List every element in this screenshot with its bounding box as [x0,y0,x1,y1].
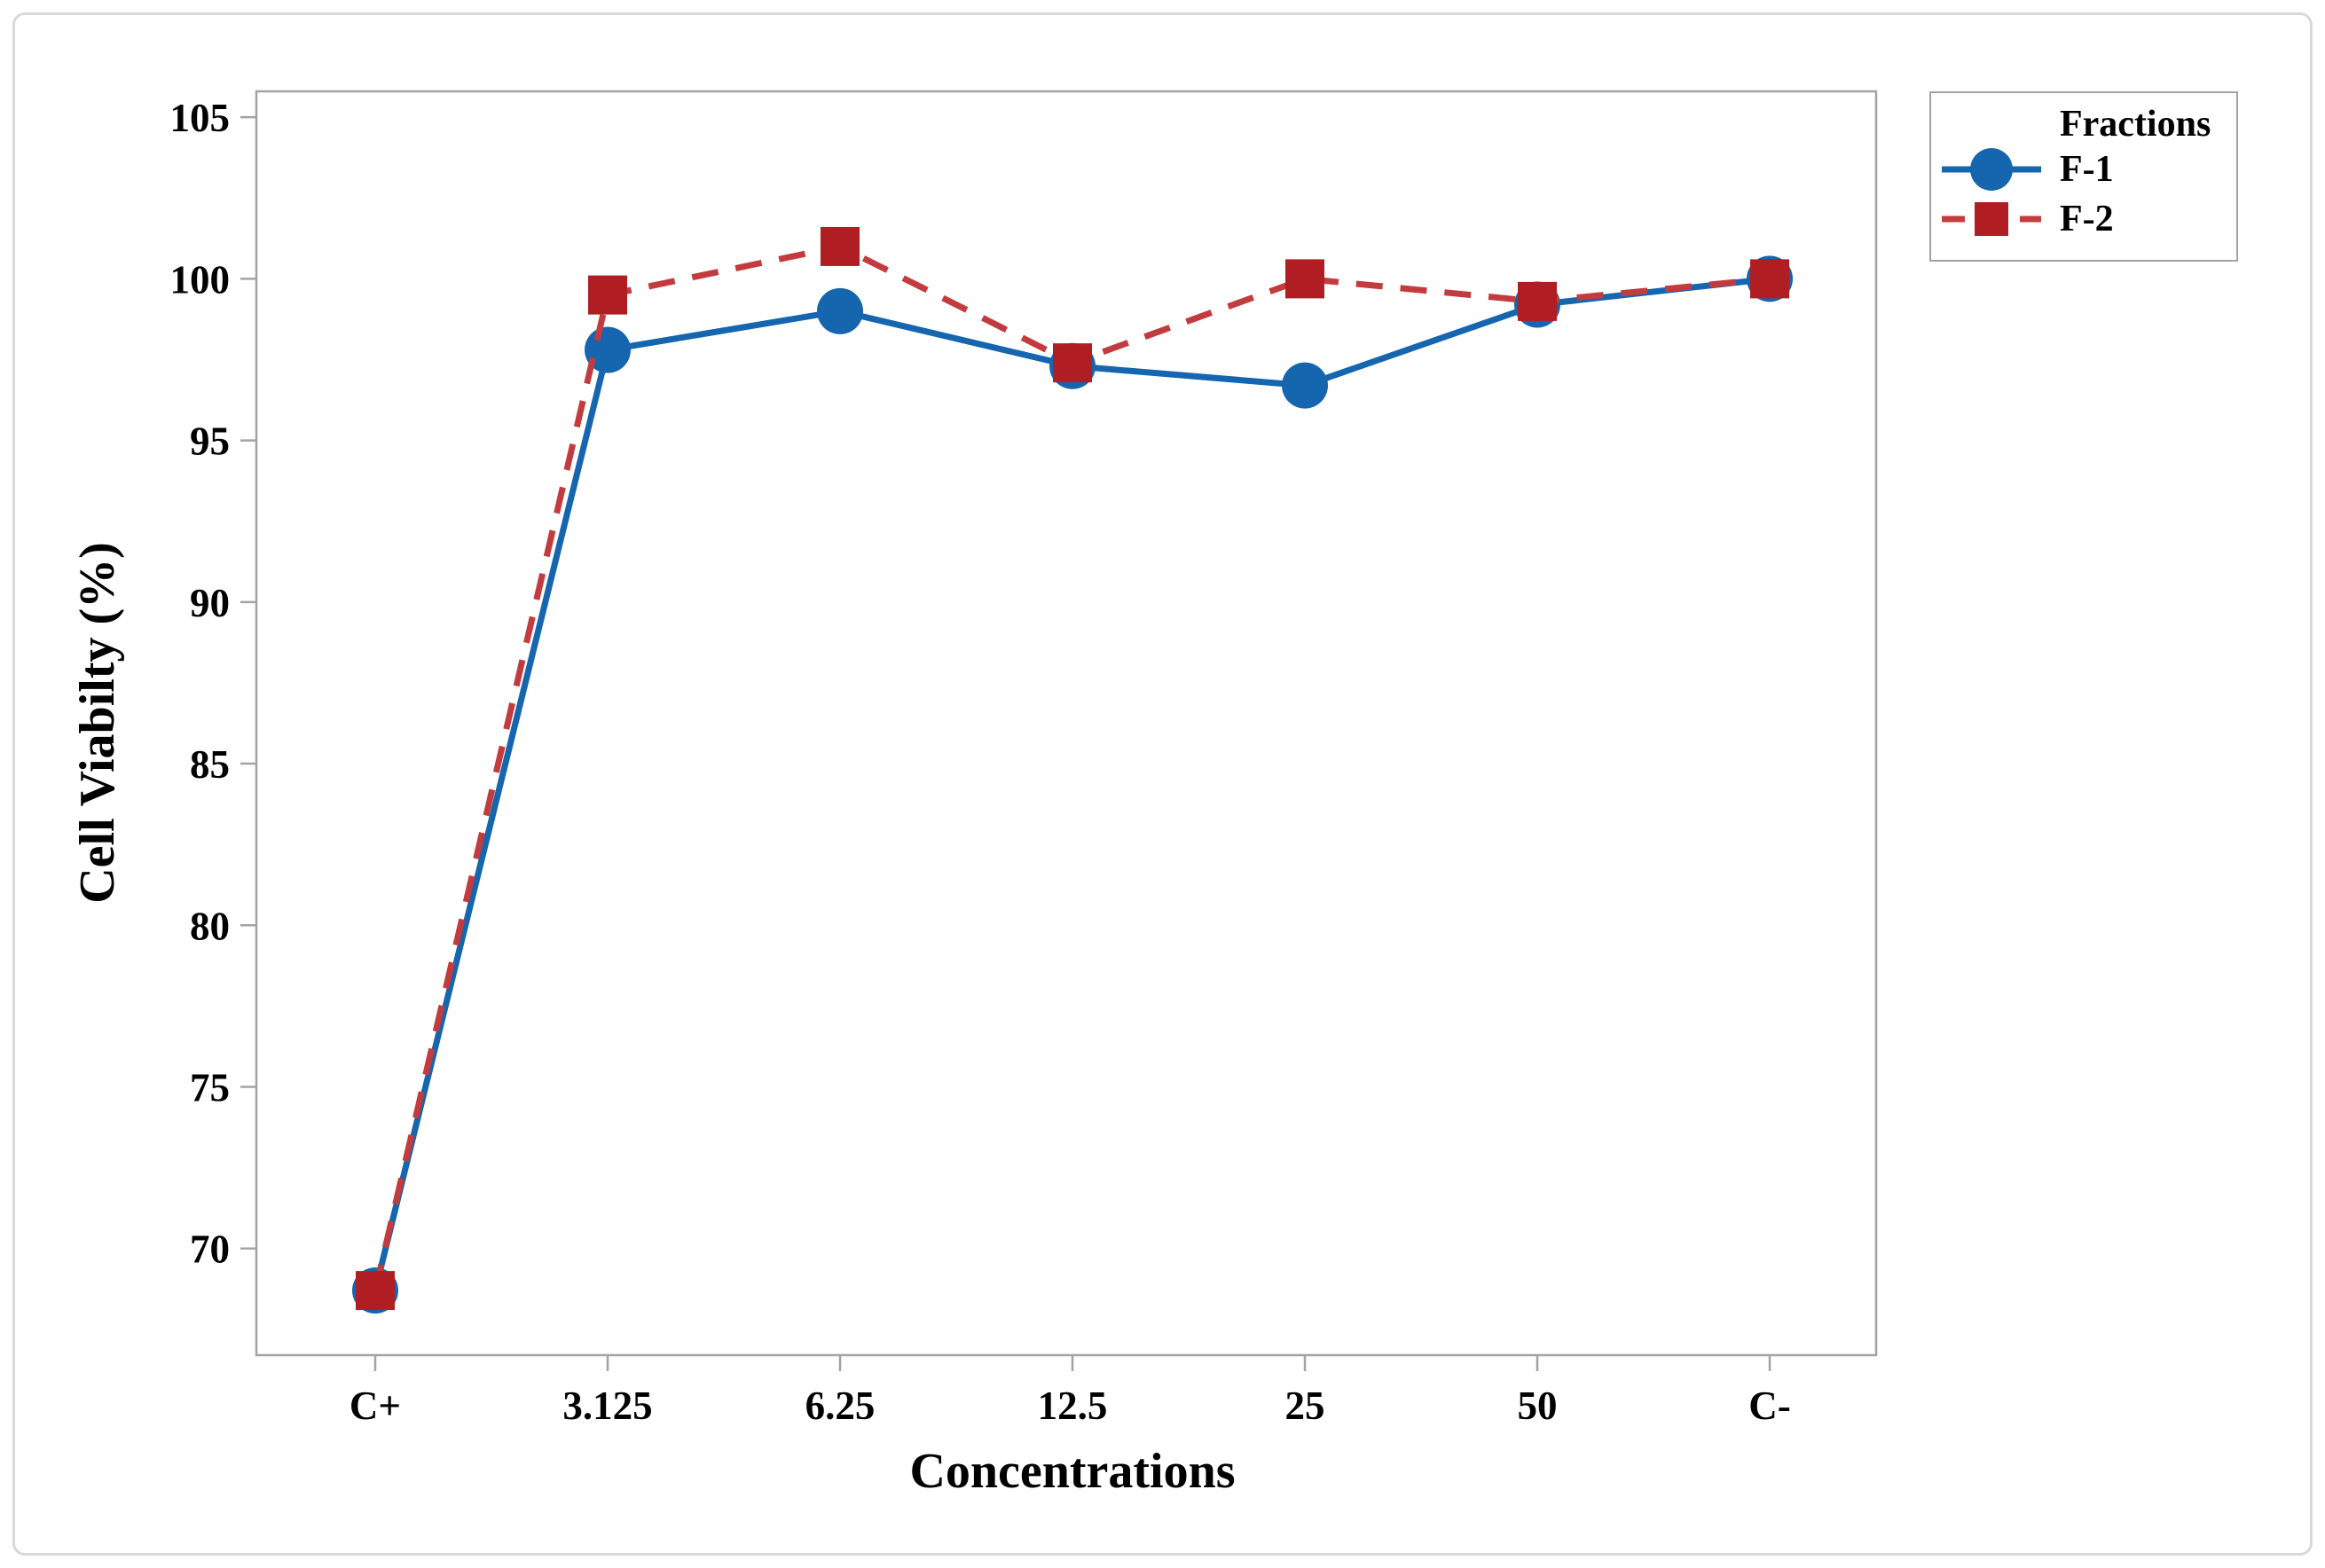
point-F-2-25 [1285,259,1324,299]
y-tick-label-70: 70 [190,1227,230,1272]
legend-title: Fractions [2060,104,2211,145]
point-F-2-12.5 [1053,343,1092,383]
y-tick-label-105: 105 [170,96,231,140]
plot-frame [255,90,1878,1357]
y-tick-label-80: 80 [190,904,230,948]
legend: Fractions F-1 F-2 [1929,91,2238,262]
x-tick-label-50: 50 [1518,1384,1558,1428]
x-tick-label-25: 25 [1285,1384,1325,1428]
x-tick-label-C-: C- [1748,1384,1790,1428]
point-F-1-6.25 [817,287,863,334]
x-tick-label-6.25: 6.25 [805,1384,876,1428]
point-F-1-25 [1282,362,1328,409]
y-tick-label-85: 85 [190,742,230,787]
y-tick-label-100: 100 [170,257,231,302]
legend-item-f1: F-1 [1931,145,2236,194]
point-F-2-3.125 [588,275,627,315]
y-tick-label-95: 95 [190,419,230,464]
legend-circle-marker-icon [1970,148,2013,191]
point-F-2-C+ [356,1271,395,1311]
point-F-2-6.25 [821,226,860,266]
y-tick-label-75: 75 [190,1066,230,1110]
point-F-2-50 [1518,281,1557,321]
legend-swatch-f1 [1942,148,2041,191]
x-tick-label-C+: C+ [350,1384,401,1428]
y-axis-title: Cell Viabilty (%) [70,542,125,904]
legend-square-marker-icon [1975,202,2008,236]
plot-area: 70 75 80 85 90 95 100 105 C+ 3.125 6.25 12.5 25 50 C- [170,90,1878,1428]
y-tick-label-90: 90 [190,581,230,625]
legend-swatch-f2 [1942,202,2041,236]
x-tick-label-3.125: 3.125 [562,1384,652,1428]
point-F-2-C- [1750,259,1789,299]
legend-label-f1: F-1 [2060,149,2114,190]
legend-item-f2: F-2 [1931,194,2236,244]
x-axis-title: Concentrations [909,1444,1235,1499]
legend-label-f2: F-2 [2060,199,2114,239]
x-tick-label-12.5: 12.5 [1038,1384,1108,1428]
